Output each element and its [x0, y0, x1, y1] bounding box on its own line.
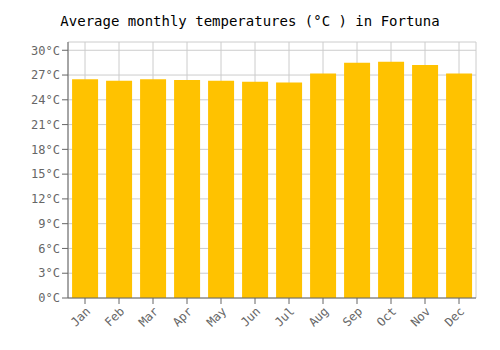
svg-text:6°C: 6°C	[38, 242, 60, 256]
svg-text:15°C: 15°C	[31, 167, 60, 181]
svg-text:30°C: 30°C	[31, 44, 60, 58]
svg-text:Aug: Aug	[306, 304, 331, 329]
svg-text:21°C: 21°C	[31, 118, 60, 132]
svg-text:Dec: Dec	[442, 304, 467, 329]
svg-text:27°C: 27°C	[31, 68, 60, 82]
svg-text:24°C: 24°C	[31, 93, 60, 107]
svg-text:Nov: Nov	[408, 304, 433, 329]
svg-text:9°C: 9°C	[38, 217, 60, 231]
svg-text:Sep: Sep	[340, 304, 365, 329]
html-text:Average monthly temperatures (: Average monthly temperatures (°C ) in Fo…	[60, 13, 440, 29]
svg-text:12°C: 12°C	[31, 192, 60, 206]
svg-text:18°C: 18°C	[31, 143, 60, 157]
svg-text:Mar: Mar	[136, 304, 161, 329]
svg-text:Oct: Oct	[374, 304, 399, 329]
svg-text:Jun: Jun	[238, 304, 263, 329]
svg-text:Feb: Feb	[102, 304, 127, 329]
svg-text:3°C: 3°C	[38, 266, 60, 280]
svg-text:Jan: Jan	[68, 304, 93, 329]
svg-text:Jul: Jul	[272, 304, 297, 329]
svg-text:May: May	[204, 304, 229, 329]
svg-text:0°C: 0°C	[38, 291, 60, 305]
svg-text:Apr: Apr	[170, 304, 195, 329]
